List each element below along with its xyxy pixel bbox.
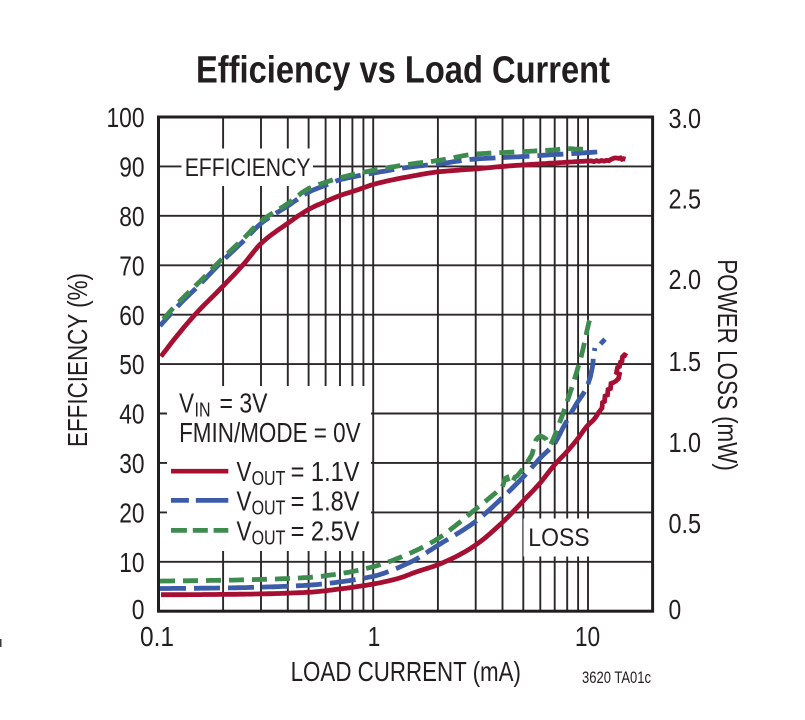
- svg-text:EFFICIENCY (%): EFFICIENCY (%): [62, 273, 93, 447]
- svg-text:20: 20: [119, 497, 144, 528]
- svg-text:1: 1: [368, 621, 381, 652]
- svg-text:OUT: OUT: [252, 498, 286, 520]
- svg-text:60: 60: [119, 300, 144, 331]
- svg-text:70: 70: [119, 250, 144, 281]
- svg-text:0.1: 0.1: [140, 621, 174, 652]
- svg-text:80: 80: [119, 201, 144, 232]
- svg-text:OUT: OUT: [252, 468, 286, 490]
- svg-text:LOAD CURRENT (mA): LOAD CURRENT (mA): [291, 656, 521, 687]
- svg-text:IN: IN: [195, 399, 211, 421]
- svg-text:1.5: 1.5: [669, 346, 702, 377]
- svg-text:Efficiency vs Load Current: Efficiency vs Load Current: [196, 49, 610, 91]
- svg-text:= 1.8V: = 1.8V: [291, 486, 360, 517]
- svg-text:0: 0: [669, 594, 682, 625]
- svg-text:10: 10: [575, 621, 600, 652]
- svg-text:90: 90: [119, 152, 144, 183]
- svg-text:V: V: [237, 516, 252, 547]
- svg-text:LOSS: LOSS: [528, 524, 589, 552]
- svg-text:V: V: [179, 387, 194, 418]
- svg-text:V: V: [237, 486, 252, 517]
- svg-text:EFFICIENCY: EFFICIENCY: [185, 154, 311, 182]
- svg-text:POWER LOSS (mW): POWER LOSS (mW): [712, 259, 743, 471]
- svg-text:2.5: 2.5: [669, 184, 702, 215]
- svg-text:2.0: 2.0: [669, 264, 702, 295]
- svg-text:FMIN/MODE = 0V: FMIN/MODE = 0V: [179, 417, 361, 448]
- svg-text:0: 0: [132, 594, 145, 625]
- svg-text:V: V: [237, 456, 252, 487]
- svg-text:30: 30: [119, 448, 144, 479]
- svg-text:3.0: 3.0: [669, 103, 702, 134]
- svg-text:1.0: 1.0: [669, 427, 702, 458]
- svg-text:50: 50: [119, 349, 144, 380]
- svg-text:0.5: 0.5: [669, 508, 702, 539]
- svg-text:= 2.5V: = 2.5V: [291, 516, 360, 547]
- svg-text:3620 TA01c: 3620 TA01c: [582, 668, 651, 687]
- svg-text:OUT: OUT: [252, 528, 286, 550]
- svg-text:10: 10: [119, 547, 144, 578]
- svg-text:= 1.1V: = 1.1V: [291, 456, 360, 487]
- svg-text:40: 40: [119, 399, 144, 430]
- svg-text:100: 100: [107, 102, 145, 133]
- svg-text:= 3V: = 3V: [220, 387, 268, 418]
